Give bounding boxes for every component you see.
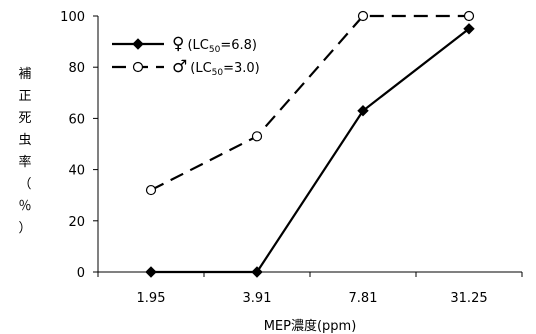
legend-label-text: (LC	[190, 61, 211, 76]
legend-item: ♂ (LC50=3.0)	[112, 57, 260, 78]
data-point-diamond	[357, 105, 369, 117]
data-point-diamond	[463, 23, 475, 35]
data-point-diamond	[145, 266, 157, 278]
series	[145, 10, 475, 196]
x-tick-label: 7.81	[349, 291, 378, 306]
x-tick-label: 31.25	[450, 291, 487, 306]
data-point-circle	[357, 10, 369, 22]
y-axis-label-char: 虫	[18, 133, 31, 148]
y-tick-label: 0	[77, 266, 85, 281]
series-line	[150, 14, 469, 192]
y-tick-label: 40	[68, 164, 85, 179]
data-point-circle	[132, 61, 144, 73]
axes	[97, 16, 522, 273]
legend-item: ♀ (LC50=6.8)	[112, 34, 257, 55]
y-axis-ticks: 0 20 40 60 80 100	[60, 10, 98, 281]
y-axis-label-char: ）	[18, 221, 31, 236]
data-point-circle	[251, 131, 263, 142]
data-point-diamond	[251, 266, 263, 278]
y-axis-label-char: 補	[18, 67, 31, 82]
legend-label-subscript: 50	[212, 68, 224, 78]
x-axis-ticks: 1.95 3.91 7.81 31.25	[97, 272, 523, 306]
y-axis-label-char: 正	[18, 89, 31, 104]
legend-label-subscript: 50	[209, 45, 221, 55]
data-point-circle	[145, 184, 157, 196]
legend-sex-symbol: ♀	[172, 34, 184, 54]
series-line	[151, 27, 470, 274]
y-axis-label-char: 率	[18, 154, 31, 170]
legend-label-text: =6.8)	[220, 38, 257, 53]
legend-label: ♂ (LC50=3.0)	[172, 57, 260, 78]
y-tick-label: 60	[68, 112, 85, 127]
y-tick-label: 80	[68, 61, 85, 76]
legend-label: ♀ (LC50=6.8)	[172, 34, 257, 55]
series	[145, 23, 475, 278]
series-layer	[145, 10, 475, 278]
legend-sex-symbol: ♂	[172, 57, 187, 77]
legend-label-text: =3.0)	[223, 61, 260, 76]
y-axis-label-char: ％	[18, 199, 31, 214]
legend: ♀ (LC50=6.8)♂ (LC50=3.0)	[112, 34, 260, 78]
data-point-diamond	[132, 38, 144, 50]
y-tick-label: 20	[68, 215, 85, 230]
x-tick-label: 1.95	[137, 291, 166, 306]
y-tick-label: 100	[60, 10, 85, 25]
y-axis-label-char: （	[18, 177, 31, 192]
y-axis-label-char: 死	[18, 111, 31, 126]
data-point-circle	[463, 10, 475, 22]
legend-label-text: (LC	[187, 38, 208, 53]
x-tick-label: 3.91	[243, 291, 272, 306]
x-axis-label: MEP濃度(ppm)	[264, 318, 357, 334]
